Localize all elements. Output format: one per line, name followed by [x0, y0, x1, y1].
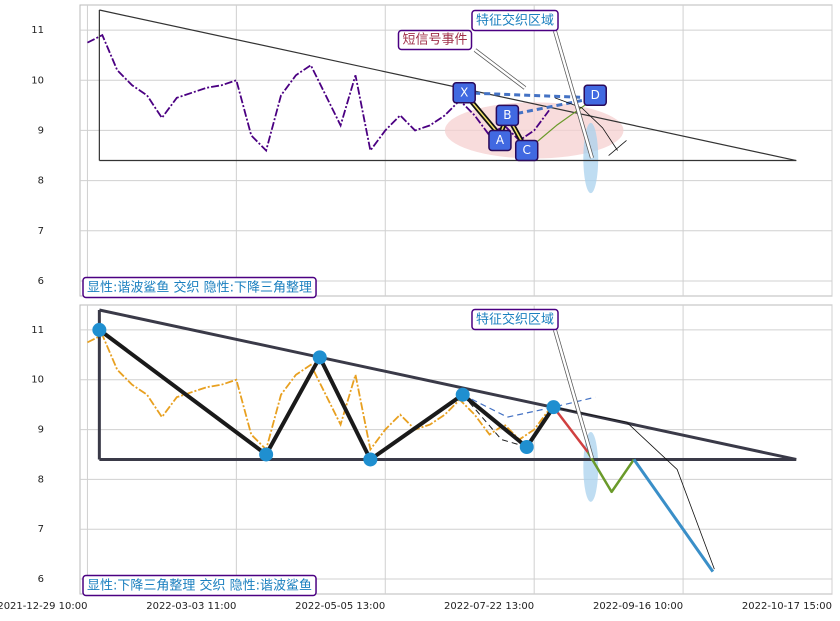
- pivot-dot: [259, 447, 274, 462]
- pivot-box: [514, 139, 539, 162]
- y-tick-label: 9: [38, 125, 44, 136]
- pivot-dot: [546, 400, 561, 415]
- pattern-line: [99, 308, 797, 461]
- y-tick-label: 9: [38, 425, 44, 436]
- pattern-line: [99, 9, 797, 162]
- pivot-box: [488, 129, 512, 152]
- y-tick-label: 6: [38, 276, 44, 287]
- price-line: [87, 333, 550, 452]
- pivot-dot: [519, 440, 534, 455]
- y-tick-label: 10: [31, 75, 44, 86]
- x-tick-label: 2022-07-22 13:00: [444, 601, 534, 612]
- annotation: 短信号事件: [402, 33, 467, 48]
- pattern-line: [554, 97, 618, 151]
- pivot-box: [583, 84, 607, 107]
- pattern-line: [462, 394, 596, 418]
- pattern-line: [507, 96, 596, 117]
- caption: 显性:谐波鲨鱼 交织 隐性:下降三角整理: [87, 280, 312, 296]
- pivot-dot: [455, 387, 470, 402]
- pivot-label: C: [523, 143, 531, 157]
- pivot-label: A: [496, 133, 505, 147]
- pivot-box: [495, 104, 520, 127]
- y-tick-label: 8: [38, 474, 44, 485]
- y-tick-label: 10: [31, 375, 44, 386]
- x-tick-label: 2022-05-05 13:00: [295, 601, 385, 612]
- pattern-line: [632, 458, 715, 573]
- caption: 显性:下降三角整理 交织 隐性:谐波鲨鱼: [87, 578, 312, 594]
- y-tick-label: 7: [38, 524, 44, 535]
- pattern-line: [586, 451, 635, 494]
- caption-box: [82, 276, 317, 299]
- y-tick-label: 7: [38, 226, 44, 237]
- annotation-box: [471, 308, 559, 331]
- annotation-arrow: [553, 329, 594, 459]
- pattern-line: [608, 140, 627, 156]
- plot-area: [79, 304, 833, 595]
- annotation: 特征交织区域: [476, 13, 554, 29]
- y-tick-label: 11: [31, 25, 44, 36]
- pattern-line: [553, 406, 715, 570]
- price-line: [87, 33, 550, 153]
- annotation: 特征交织区域: [476, 312, 554, 328]
- pivot-dot: [92, 322, 107, 337]
- x-tick-label: 2022-03-03 11:00: [146, 601, 236, 612]
- y-tick-label: 8: [38, 176, 44, 187]
- pattern-line: [464, 91, 596, 100]
- pivot-dot: [312, 350, 327, 365]
- x-tick-label: 2022-10-17 15:00: [742, 601, 832, 612]
- pivot-label: X: [460, 85, 468, 99]
- x-tick-label: 2021-12-29 10:00: [0, 601, 87, 612]
- pivot-dot: [363, 452, 378, 467]
- y-tick-label: 6: [38, 574, 44, 585]
- pivot-label: D: [591, 88, 600, 102]
- annotation-arrow: [553, 30, 594, 159]
- y-tick-label: 11: [31, 325, 44, 336]
- caption-box: [82, 574, 317, 597]
- pivot-label: B: [503, 108, 511, 122]
- annotation-box: [471, 9, 559, 32]
- annotation-box: [397, 29, 473, 51]
- pattern-line: [552, 406, 589, 453]
- annotation-arrow: [474, 49, 526, 89]
- plot-area: [79, 4, 833, 297]
- x-tick-label: 2022-09-16 10:00: [593, 601, 683, 612]
- pivot-box: [452, 82, 476, 104]
